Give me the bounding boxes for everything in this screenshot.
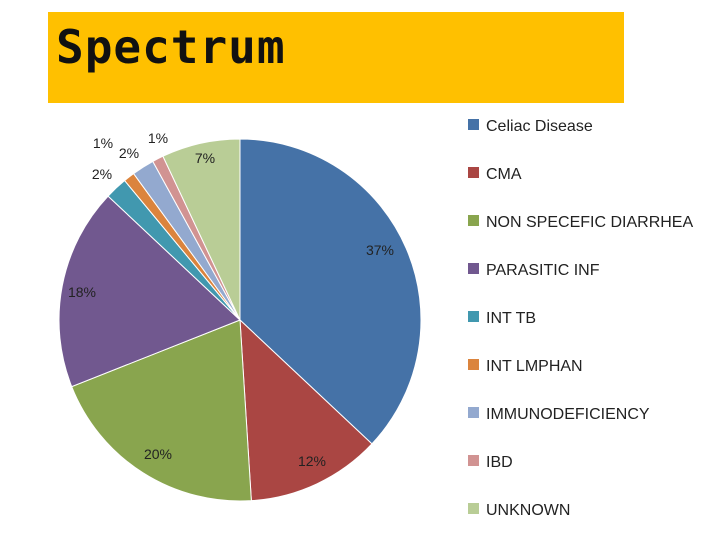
slice-percent-label: 12% xyxy=(298,453,326,469)
legend-swatch xyxy=(468,407,479,418)
legend-label: PARASITIC INF xyxy=(486,262,600,279)
legend-swatch xyxy=(468,359,479,370)
legend-label: IBD xyxy=(486,454,513,471)
legend-label: INT TB xyxy=(486,310,536,327)
legend-label: IMMUNODEFICIENCY xyxy=(486,406,650,423)
pie-slices xyxy=(58,138,422,502)
legend-swatch xyxy=(468,167,479,178)
pie-slice xyxy=(58,195,241,388)
legend-swatch xyxy=(468,503,479,514)
legend-swatch xyxy=(468,263,479,274)
legend-label: CMA xyxy=(486,166,522,183)
legend-swatch xyxy=(468,119,479,130)
slice-percent-label: 1% xyxy=(93,135,113,151)
legend-label: Celiac Disease xyxy=(486,118,593,135)
pie-slice xyxy=(71,319,252,502)
slice-percent-label: 37% xyxy=(366,242,394,258)
legend-swatch xyxy=(468,215,479,226)
legend-label: UNKNOWN xyxy=(486,502,570,519)
legend: Celiac Disease CMA NON SPECEFIC DIARRHEA PA… xyxy=(468,118,693,519)
pie-slice xyxy=(239,318,373,502)
slice-percent-label: 1% xyxy=(148,130,168,146)
title-bar: Spectrum xyxy=(48,12,624,103)
legend-label: NON SPECEFIC DIARRHEA xyxy=(486,214,693,231)
slice-percent-label: 20% xyxy=(144,446,172,462)
slice-percent-label: 7% xyxy=(195,150,215,166)
pie-slice-labels: 37% 12% 20% 18% 2% 1% 2% 1% 7% xyxy=(68,130,394,469)
pie-slice xyxy=(239,138,422,445)
slice-percent-label: 2% xyxy=(92,166,112,182)
pie-slice xyxy=(162,138,241,321)
slide-title: Spectrum xyxy=(56,20,286,74)
slice-percent-label: 18% xyxy=(68,284,96,300)
slice-percent-label: 2% xyxy=(119,145,139,161)
legend-swatch xyxy=(468,455,479,466)
legend-swatch xyxy=(468,311,479,322)
legend-label: INT LMPHAN xyxy=(486,358,583,375)
